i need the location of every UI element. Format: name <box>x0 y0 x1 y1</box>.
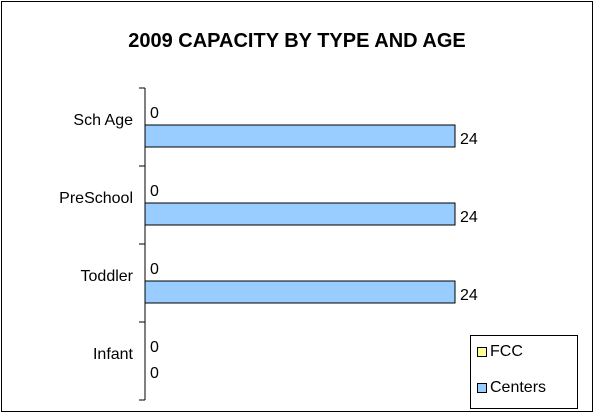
legend-item-fcc: FCC <box>477 342 523 362</box>
data-label-fcc: 0 <box>150 339 159 356</box>
y-tick-label: Toddler <box>81 268 134 285</box>
data-label-centers: 24 <box>460 131 478 148</box>
data-label-fcc: 0 <box>150 105 159 122</box>
data-label-fcc: 0 <box>150 183 159 200</box>
chart-legend: FCC Centers <box>470 335 578 409</box>
data-label-centers: 0 <box>150 365 159 382</box>
y-tick-label: Sch Age <box>73 112 133 129</box>
y-tick-label: PreSchool <box>59 190 133 207</box>
data-label-fcc: 0 <box>150 261 159 278</box>
bar-centers <box>144 124 456 148</box>
legend-item-centers: Centers <box>477 378 546 398</box>
data-label-centers: 24 <box>460 209 478 226</box>
bar-centers <box>144 280 456 304</box>
legend-swatch-fcc <box>477 347 487 357</box>
legend-label-centers: Centers <box>490 379 547 396</box>
legend-label-fcc: FCC <box>490 343 523 360</box>
chart-title: 2009 CAPACITY BY TYPE AND AGE <box>128 30 466 52</box>
bar-centers <box>144 202 456 226</box>
legend-swatch-centers <box>477 383 487 393</box>
y-tick-label: Infant <box>93 346 134 363</box>
data-label-centers: 24 <box>460 287 478 304</box>
